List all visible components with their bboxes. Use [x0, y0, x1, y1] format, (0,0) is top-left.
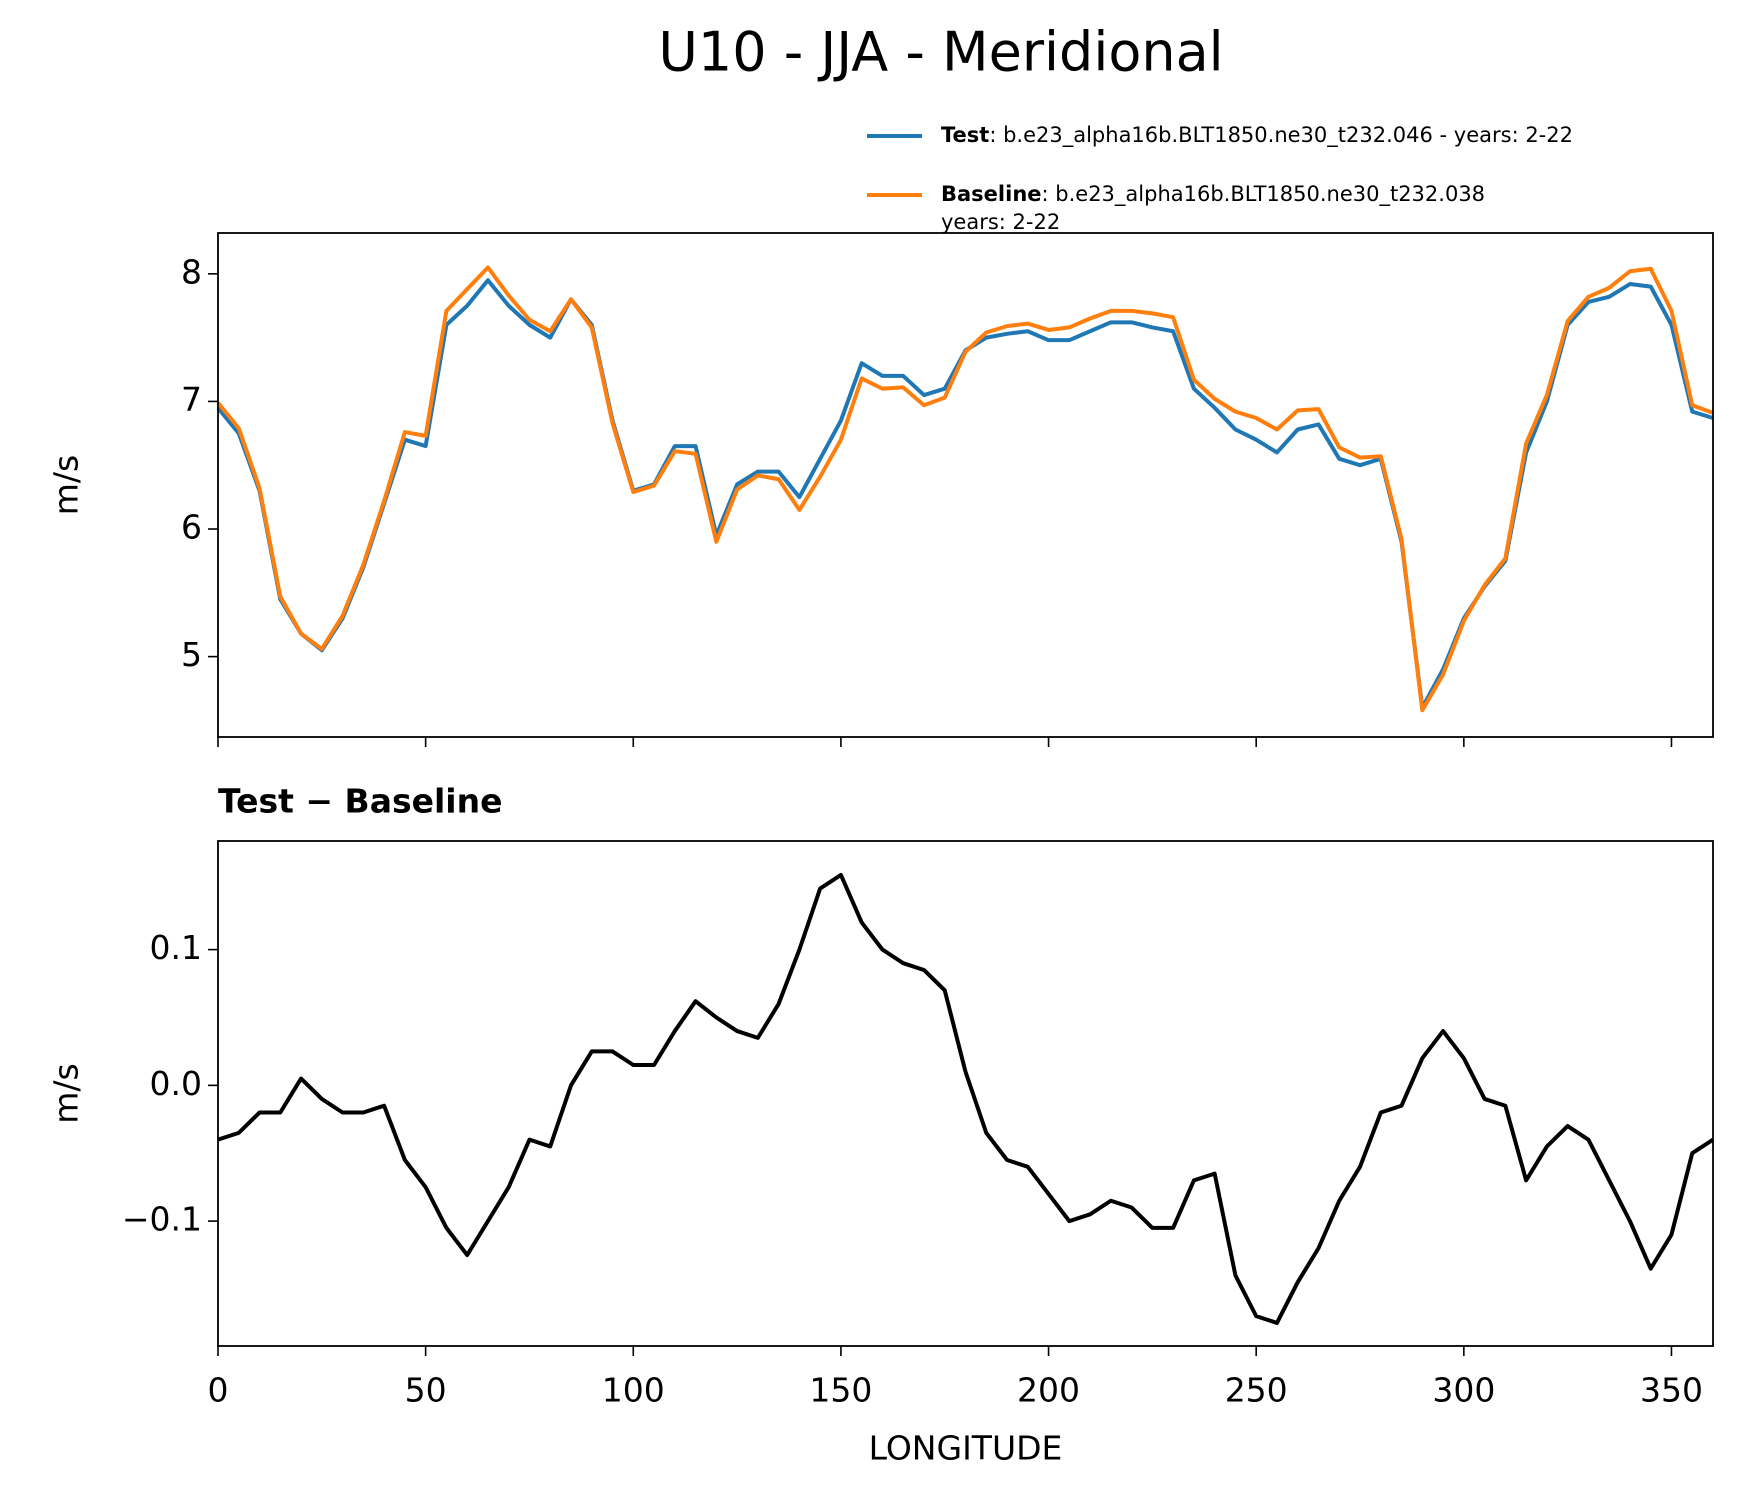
x-tick-label: 150: [809, 1371, 872, 1410]
y-tick-label: 7: [181, 380, 202, 419]
legend-entry: years: 2-22: [941, 210, 1060, 234]
x-axis-label: LONGITUDE: [869, 1429, 1063, 1468]
legend-detail: : b.e23_alpha16b.BLT1850.ne30_t232.038: [1042, 182, 1486, 207]
y-tick-label: −0.1: [122, 1200, 202, 1239]
x-tick-label: 50: [405, 1371, 447, 1410]
legend-name: Baseline: [941, 182, 1042, 206]
subplot-title: Test − Baseline: [218, 782, 503, 821]
x-tick-label: 0: [208, 1371, 229, 1410]
data-line: [216, 265, 1714, 713]
legend-detail: : b.e23_alpha16b.BLT1850.ne30_t232.046 -…: [989, 123, 1573, 148]
x-tick-label: 350: [1640, 1371, 1703, 1410]
x-tick-label: 200: [1017, 1371, 1080, 1410]
y-tick-label: 0.0: [150, 1064, 202, 1103]
figure-title: U10 - JJA - Meridional: [658, 21, 1223, 84]
y-tick-label: 8: [181, 252, 202, 291]
y-axis-label: m/s: [47, 455, 86, 515]
y-tick-label: 5: [181, 635, 202, 674]
x-tick-label: 250: [1225, 1371, 1288, 1410]
y-tick-label: 0.1: [150, 928, 202, 967]
x-tick-label: 300: [1432, 1371, 1495, 1410]
legend-detail: years: 2-22: [941, 210, 1060, 234]
legend-entry: Baseline: b.e23_alpha16b.BLT1850.ne30_t2…: [941, 182, 1485, 207]
y-axis-label: m/s: [47, 1063, 86, 1123]
y-tick-label: 6: [181, 508, 202, 547]
data-line: [217, 872, 1715, 1325]
legend-entry: Test: b.e23_alpha16b.BLT1850.ne30_t232.0…: [941, 123, 1573, 148]
legend-name: Test: [941, 123, 989, 147]
axes-frame: [217, 232, 1714, 738]
axes-frame: [217, 840, 1714, 1347]
x-tick-label: 100: [602, 1371, 665, 1410]
